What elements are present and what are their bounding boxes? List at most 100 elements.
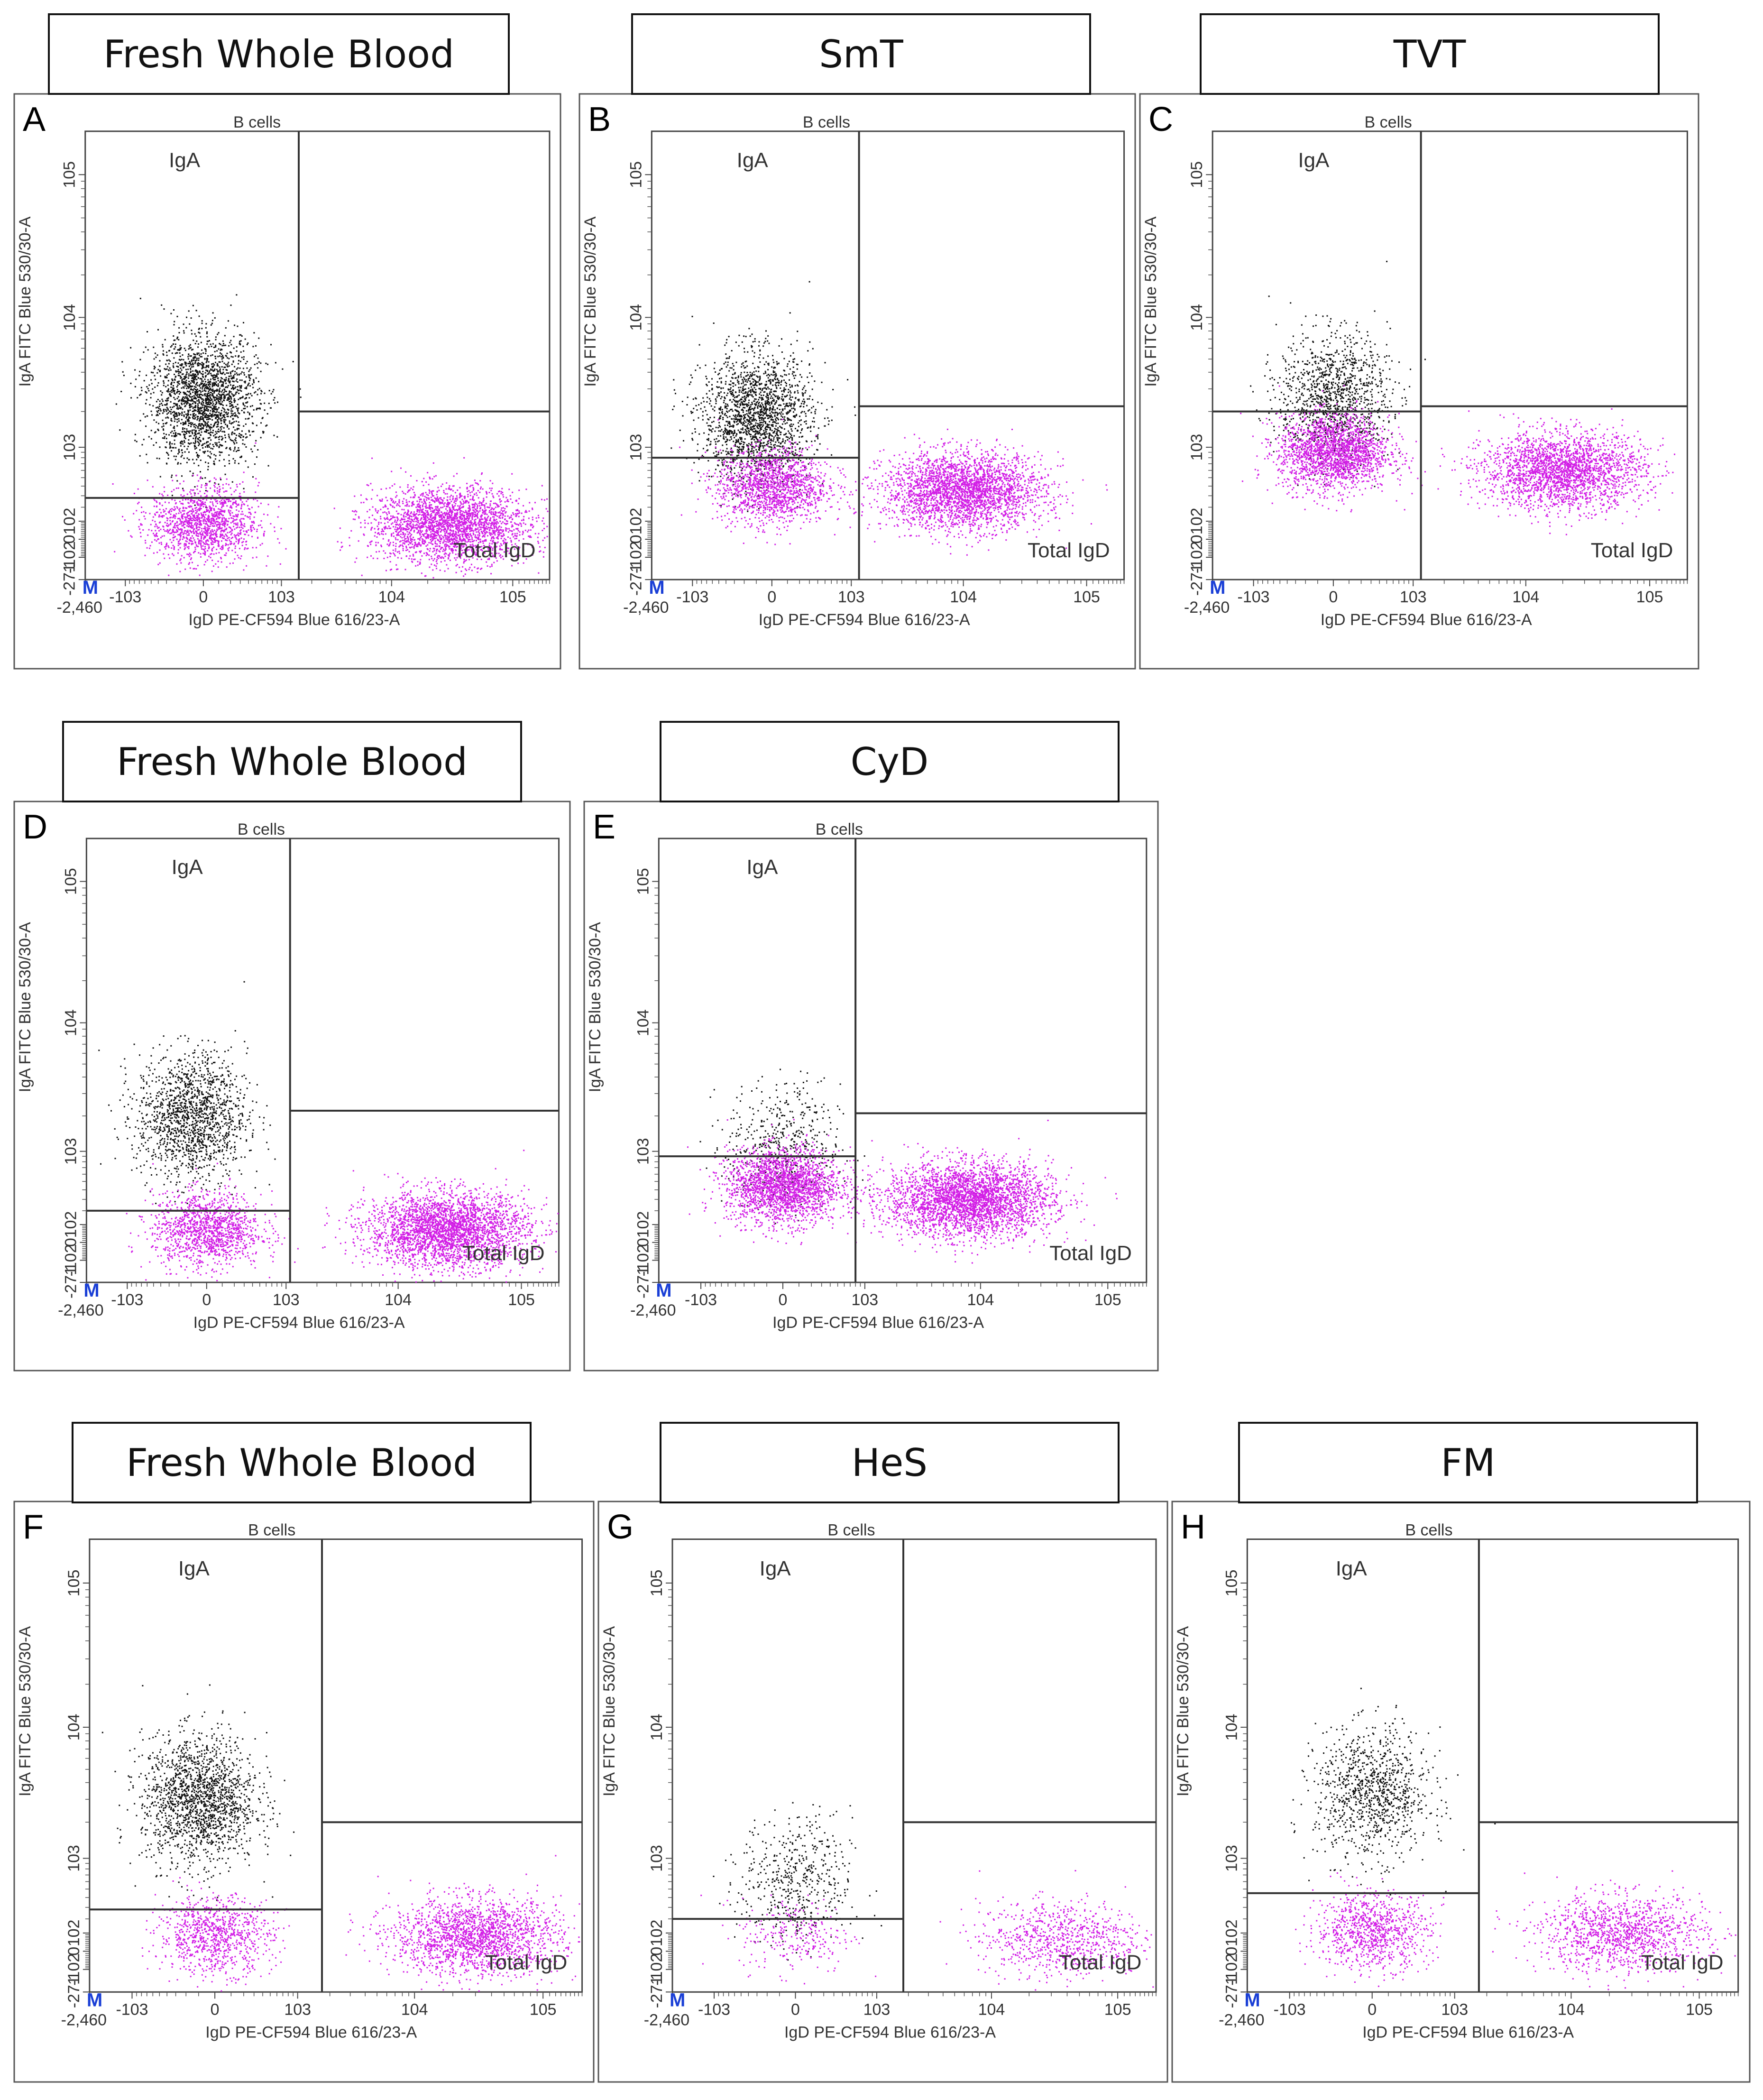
- x-tick: 0: [791, 1992, 800, 2018]
- event-dot-cloud: [322, 1150, 559, 1283]
- panel-letter: C: [1148, 101, 1173, 138]
- x-tick-label: -103: [676, 588, 708, 606]
- x-tick: 103: [1400, 580, 1427, 606]
- condition-title: Fresh Whole Blood: [117, 740, 468, 784]
- axis-marker: M: [649, 577, 664, 598]
- y-tick-label: 105: [627, 161, 645, 188]
- y-tick: 102: [1188, 508, 1213, 534]
- event-dot-cloud: [141, 1877, 290, 1992]
- y-tick-label: 0: [61, 535, 79, 544]
- axis-marker: M: [1210, 577, 1225, 598]
- y-tick: -271: [65, 1976, 90, 2008]
- x-tick: 104: [950, 580, 977, 606]
- x-tick-label: 103: [863, 2000, 891, 2018]
- x-tick-label: 104: [1512, 588, 1539, 606]
- y-tick-label: 0: [1222, 1947, 1240, 1956]
- plot-area: [85, 838, 560, 1283]
- y-tick: 0: [65, 1947, 90, 1956]
- population-igd-iga-: [1295, 1872, 1444, 1987]
- y-tick-label: 102: [627, 508, 645, 535]
- y-tick-label: 104: [1222, 1714, 1240, 1741]
- event-dot-cloud: [1437, 408, 1675, 535]
- x-tick: -103: [116, 1992, 148, 2018]
- y-tick-label: 102: [648, 1920, 666, 1947]
- y-minor-tick-marks: [647, 181, 652, 556]
- y-tick-label: 104: [1188, 304, 1206, 331]
- event-dots: [1240, 260, 1675, 535]
- condition-title: TVT: [1393, 32, 1467, 76]
- x-tick-label: -103: [1274, 2000, 1306, 2018]
- plot-subtitle: B cells: [827, 1521, 875, 1539]
- x-tick-label: -103: [109, 588, 141, 606]
- population-igd-: [838, 428, 1108, 556]
- x-axis-title: IgD PE-CF594 Blue 616/23-A: [1362, 2023, 1574, 2041]
- x-tick-label: 103: [284, 2000, 311, 2018]
- axis-marker: M: [83, 577, 98, 598]
- x-tick-label: 105: [1686, 2000, 1713, 2018]
- x-minor-ticks: [718, 1992, 1157, 1997]
- x-tick-label: 0: [778, 1291, 787, 1309]
- x-minor-ticks: [131, 1282, 560, 1287]
- condition-title-box: [48, 13, 510, 95]
- x-minor-ticks: [129, 580, 550, 584]
- y-tick: 0: [61, 535, 85, 544]
- x-tick-label: 0: [211, 2000, 220, 2018]
- y-tick-label: 0: [65, 1947, 83, 1956]
- x-minor-ticks: [705, 1282, 1147, 1287]
- x-tick: 0: [1329, 580, 1338, 606]
- x-tick: -2,460: [630, 1282, 676, 1319]
- x-tick: 103: [851, 1282, 878, 1309]
- plot-subtitle: B cells: [248, 1521, 295, 1539]
- y-tick-label: 103: [634, 1138, 652, 1165]
- x-tick: -103: [1238, 580, 1270, 606]
- event-dot-cloud: [101, 1684, 323, 1901]
- plot-area: [1246, 1538, 1739, 1993]
- x-tick: 105: [530, 1992, 557, 2018]
- condition-title: Fresh Whole Blood: [103, 32, 454, 76]
- event-dot-cloud: [1240, 385, 1453, 513]
- population-igd-: [1437, 408, 1675, 535]
- y-tick: 103: [65, 1845, 90, 1872]
- gate-label-iga: IgA: [746, 856, 778, 879]
- y-tick-label: 105: [61, 161, 79, 188]
- y-tick-label: 105: [65, 1570, 83, 1597]
- x-tick-label: 103: [1441, 2000, 1468, 2018]
- x-axis-title: IgD PE-CF594 Blue 616/23-A: [188, 611, 400, 629]
- gate-label-total-igd: Total IgD: [453, 539, 536, 562]
- y-tick-label: 104: [627, 304, 645, 331]
- y-tick-label: -271: [1222, 1976, 1240, 2008]
- y-tick-label: -271: [627, 563, 645, 596]
- y-tick: 102: [1222, 1920, 1248, 1946]
- y-tick-label: 103: [65, 1845, 83, 1872]
- x-tick-label: -2,460: [57, 599, 102, 617]
- population-igd-: [345, 1855, 580, 1992]
- y-tick-label: 103: [61, 434, 79, 461]
- x-tick-label: -2,460: [644, 2011, 689, 2029]
- x-axis-title: IgD PE-CF594 Blue 616/23-A: [205, 2023, 417, 2041]
- y-minor-ticks: [85, 1589, 90, 1969]
- y-tick: 0: [1222, 1947, 1248, 1956]
- y-tick-label: 104: [648, 1714, 666, 1741]
- y-minor-tick-marks: [81, 181, 85, 556]
- x-tick-label: 105: [530, 2000, 557, 2018]
- population-igd-: [939, 1870, 1154, 1991]
- y-tick: -102: [62, 1244, 87, 1276]
- condition-title-box: [631, 13, 1091, 95]
- gate-label-iga: IgA: [169, 148, 201, 172]
- x-tick-label: 103: [838, 588, 865, 606]
- x-tick: 105: [1686, 1992, 1713, 2018]
- y-tick-label: 105: [1222, 1570, 1240, 1597]
- x-tick: 105: [1104, 1992, 1131, 2018]
- x-tick: 105: [1094, 1282, 1121, 1309]
- event-dot-cloud: [832, 1120, 1118, 1264]
- x-tick: 0: [211, 1992, 220, 2018]
- x-tick: 0: [199, 580, 208, 606]
- x-tick-label: 103: [851, 1291, 878, 1309]
- x-tick-label: 0: [199, 588, 208, 606]
- x-minor-tick-marks: [696, 580, 1125, 584]
- x-tick-label: 104: [378, 588, 405, 606]
- y-tick: 105: [61, 161, 85, 188]
- y-tick: 104: [1188, 304, 1213, 331]
- y-minor-tick-marks: [85, 1589, 90, 1969]
- y-tick-label: 103: [62, 1138, 80, 1165]
